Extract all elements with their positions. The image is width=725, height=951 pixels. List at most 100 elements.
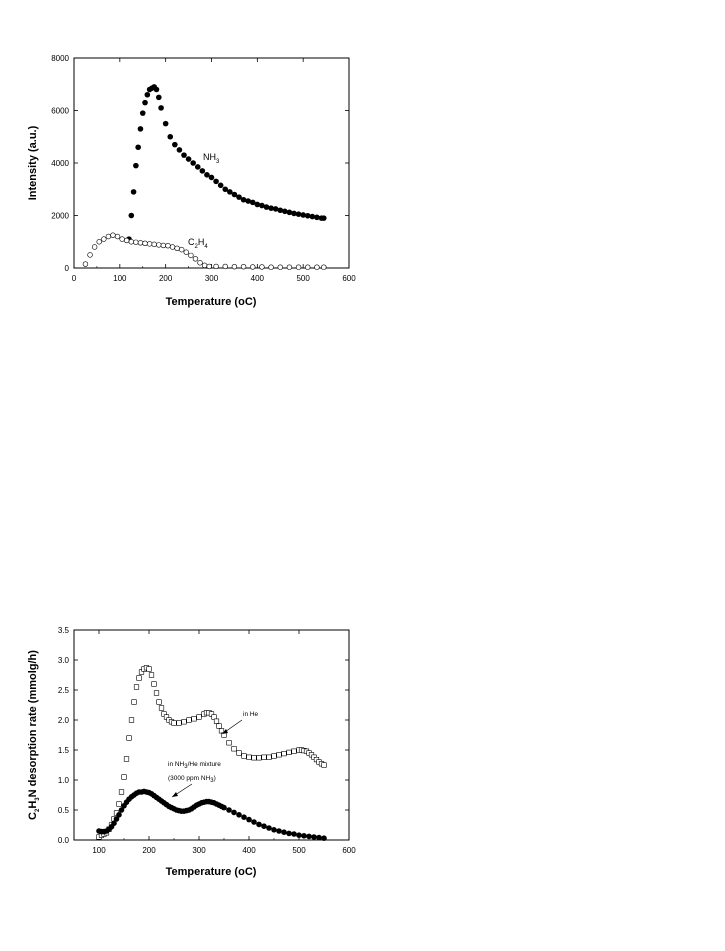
data-point	[213, 178, 219, 185]
data-point	[216, 723, 222, 729]
data-point	[277, 207, 284, 214]
data-point	[221, 804, 227, 811]
data-point	[206, 263, 212, 270]
data-point	[135, 144, 141, 151]
data-point	[246, 754, 252, 760]
series-label-in-he: in He	[243, 711, 259, 718]
plot-frame	[73, 629, 350, 841]
data-point	[96, 239, 102, 245]
data-point	[181, 152, 187, 158]
data-point	[190, 160, 196, 166]
data-point	[271, 753, 277, 759]
data-point	[268, 264, 274, 270]
data-point	[295, 264, 302, 270]
data-point	[181, 719, 187, 725]
data-point	[259, 202, 265, 209]
data-point	[286, 830, 292, 837]
data-point	[276, 752, 282, 758]
data-point	[185, 156, 192, 162]
data-point	[306, 833, 312, 840]
x-axis-label: Temperature (oC)	[166, 866, 257, 878]
data-point	[194, 164, 201, 170]
data-point	[249, 199, 256, 206]
data-point	[116, 812, 122, 818]
series-label-c2h4: C2H4	[188, 237, 208, 250]
data-point	[118, 807, 125, 813]
data-point	[151, 241, 157, 248]
data-point	[186, 717, 192, 723]
data-point	[158, 705, 165, 711]
data-point	[251, 755, 257, 761]
data-point	[155, 94, 162, 101]
data-point	[179, 246, 185, 253]
data-point	[256, 755, 262, 761]
data-point	[165, 242, 171, 249]
y-axis-label: Intensity (a.u.)	[27, 125, 39, 200]
y-tick-label: 1.0	[58, 776, 70, 785]
data-point	[286, 264, 293, 270]
data-point	[295, 211, 302, 217]
data-point	[231, 746, 237, 752]
data-point	[222, 186, 229, 193]
data-point	[172, 141, 178, 148]
data-point	[240, 196, 247, 203]
data-point	[151, 681, 157, 687]
data-point	[126, 735, 132, 741]
y-tick-label: 6000	[51, 107, 69, 116]
data-point	[268, 205, 274, 211]
y-tick-label: 4000	[51, 159, 69, 168]
data-point	[153, 86, 160, 93]
data-point	[213, 718, 220, 724]
y-tick-label: 2000	[51, 212, 69, 221]
data-point	[300, 212, 306, 218]
y-tick-label: 1.5	[58, 746, 70, 755]
axis-ticks: 100 200 300 400 500 600 0.0 0.5 1.0 1.5 2.0 2.5 3.0 3…	[58, 626, 356, 855]
data-point	[130, 189, 137, 195]
data-point	[236, 750, 242, 756]
data-point	[217, 182, 224, 189]
data-point	[240, 263, 247, 270]
y-tick-label: 8000	[51, 54, 69, 63]
data-point	[101, 236, 107, 242]
data-point	[160, 242, 167, 249]
data-point	[245, 198, 251, 204]
data-point	[148, 672, 155, 678]
data-point	[286, 209, 293, 216]
data-point	[128, 212, 135, 219]
data-point	[153, 690, 160, 696]
data-point	[156, 242, 162, 248]
data-point	[291, 210, 297, 217]
data-point	[174, 245, 180, 252]
data-point	[261, 754, 267, 760]
y-tick-label: 0.0	[58, 836, 70, 845]
data-point	[176, 720, 182, 726]
data-point	[241, 753, 247, 759]
data-point	[169, 244, 176, 250]
data-point	[128, 717, 135, 723]
data-point	[246, 816, 252, 823]
data-point	[136, 675, 142, 681]
data-point	[231, 263, 238, 270]
data-point	[272, 206, 279, 212]
data-point	[231, 809, 237, 816]
data-point	[291, 831, 297, 837]
data-point	[213, 263, 219, 270]
data-point	[316, 834, 322, 841]
x-tick-label: 600	[342, 846, 356, 855]
series-label-nh3: NH3	[203, 152, 220, 165]
x-tick-label: 300	[192, 846, 206, 855]
data-marks	[96, 665, 327, 841]
y-tick-label: 3.5	[58, 626, 70, 635]
data-point	[191, 716, 197, 722]
data-point	[282, 208, 288, 215]
data-point	[236, 194, 242, 200]
data-point	[171, 720, 177, 726]
x-tick-label: 600	[342, 274, 356, 283]
data-point	[196, 714, 202, 720]
x-tick-label: 400	[242, 846, 256, 855]
x-tick-label: 500	[296, 274, 310, 283]
chart-desorption: 100 200 300 400 500 600 0.0 0.5 1.0 1.5 2.0 2.5 3.0 3…	[27, 626, 356, 878]
x-axis-label: Temperature (oC)	[166, 296, 257, 308]
x-tick-label: 200	[159, 274, 173, 283]
